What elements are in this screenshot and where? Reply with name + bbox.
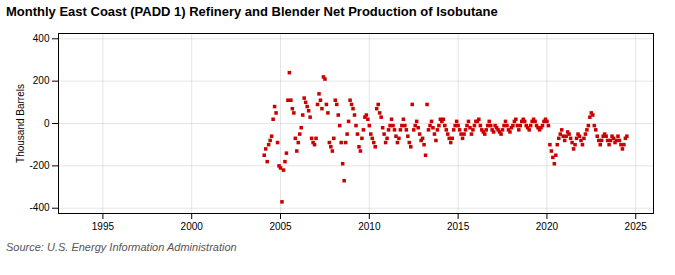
svg-text:2020: 2020	[536, 221, 559, 232]
svg-text:0: 0	[44, 118, 50, 129]
svg-text:2015: 2015	[447, 221, 470, 232]
svg-text:2000: 2000	[181, 221, 204, 232]
svg-text:Thousand Barrels: Thousand Barrels	[15, 84, 26, 163]
svg-text:400: 400	[33, 33, 50, 44]
svg-text:1995: 1995	[92, 221, 115, 232]
html-text:Monthly East Coast (PADD 1) Re: Monthly East Coast (PADD 1) Refinery and…	[6, 4, 498, 19]
svg-text:-400: -400	[29, 202, 49, 213]
html-text:Source: U.S. Energy Informatio: Source: U.S. Energy Information Administ…	[6, 241, 237, 253]
svg-text:200: 200	[33, 75, 50, 86]
svg-text:2025: 2025	[625, 221, 648, 232]
svg-text:-200: -200	[29, 160, 49, 171]
svg-text:2010: 2010	[358, 221, 381, 232]
svg-text:2005: 2005	[269, 221, 292, 232]
